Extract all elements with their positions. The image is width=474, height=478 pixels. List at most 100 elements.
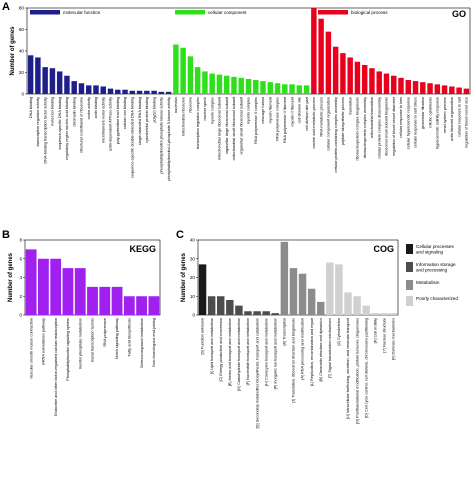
kegg-bar — [136, 296, 147, 315]
cog-category-label: [Q] Secondary metabolites biosynthesis, … — [255, 318, 259, 428]
go-bar — [289, 84, 295, 94]
cog-category-label: [D] Cell cycle control, cell division, c… — [364, 318, 368, 418]
kegg-bar — [38, 258, 49, 315]
go-legend-label: biological process — [351, 10, 388, 15]
go-category-label: chromatin binding — [72, 97, 76, 127]
go-category-label: cell division site — [298, 97, 302, 123]
cog-bar — [326, 262, 334, 315]
go-bar — [282, 84, 288, 94]
cog-bar — [217, 296, 225, 315]
cog-legend-label: Poorly characterized — [416, 296, 458, 301]
go-bar — [100, 86, 106, 94]
cog-legend-swatch — [406, 244, 413, 254]
go-bar — [253, 80, 259, 94]
go-category-label: cellular protein complex disassembly — [377, 97, 381, 159]
go-bar — [332, 46, 339, 94]
go-category-label: translation — [348, 97, 352, 115]
go-category-label: ribonucleoprotein complex biogenesis — [356, 97, 360, 161]
go-bar — [180, 47, 186, 94]
go-category-label: poly(U) binding — [152, 97, 156, 123]
cog-category-label: [T] Signal transduction mechanisms — [328, 318, 332, 378]
cog-bar — [207, 296, 216, 315]
go-bar — [107, 88, 114, 94]
go-bar — [158, 91, 165, 94]
go-category-label: sequence-specific DNA binding — [58, 97, 62, 150]
go-category-label: RNA polymerase II complex — [254, 97, 258, 144]
go-category-label: poly-pyrimidine tract binding — [116, 97, 120, 144]
cog-ytick-label: 40 — [190, 238, 196, 243]
go-bar — [86, 85, 92, 94]
cog-bar — [389, 313, 398, 315]
go-bar — [194, 67, 201, 94]
go-bar — [231, 76, 237, 94]
kegg-bar — [50, 258, 62, 315]
cog-bar — [353, 296, 361, 315]
kegg-category-label: Phosphatidylinositol signaling system — [66, 318, 70, 381]
cog-category-label: [C] Energy production and conversion — [219, 318, 223, 382]
cog-bar — [198, 264, 207, 315]
cog-category-label: [E] Amino acid transport and metabolism — [228, 318, 232, 386]
go-category-label: cytoskeletal protein binding — [145, 97, 149, 143]
kegg-ytick-label: 8 — [19, 238, 22, 243]
go-bar — [27, 55, 34, 94]
cog-category-label: [S] Function unknown — [201, 318, 205, 355]
cog-category-label: [I] Lipid transport and metabolism — [210, 318, 214, 374]
go-category-label: myosin complex — [247, 97, 251, 124]
go-legend-label: cellular component — [208, 10, 247, 15]
go-category-label: ribosomal small subunit biogenesis — [385, 97, 389, 156]
go-bar — [311, 8, 317, 94]
kegg-category-label: Notch signaling pathway — [115, 318, 119, 359]
go-ytick-label: 80 — [19, 6, 25, 11]
go-category-label: cellular response to salt stress — [414, 97, 418, 148]
go-category-label: transcription regulator complex — [196, 97, 200, 149]
kegg-bar — [87, 286, 98, 315]
go-bar — [463, 88, 470, 94]
go-category-label: phosphatidylinositol phosphate kinase ac… — [160, 97, 164, 174]
kegg-chart: 0 2 4 6 8 Number of genes Vascular smooth musc… — [8, 238, 161, 416]
kegg-bar — [74, 268, 86, 315]
go-bar — [202, 71, 208, 94]
go-bar — [369, 68, 375, 94]
kegg-bar — [123, 296, 135, 315]
go-category-label: RNA polymerase complex — [276, 97, 280, 141]
cog-category-label: [A] RNA processing and modification — [301, 318, 305, 380]
kegg-category-label: mRNA surveillance pathway — [42, 318, 46, 365]
go-category-label: cellular component organization — [327, 97, 331, 151]
go-category-label: regulation of blood vessel size — [465, 97, 469, 148]
cog-bar — [307, 288, 316, 315]
go-category-label: ribosome — [189, 97, 193, 113]
go-category-label: cellular response to ions — [399, 97, 403, 138]
go-bar — [209, 73, 215, 94]
cog-category-label: [L] Replication, recombination and repai… — [310, 317, 314, 386]
go-category-label: motor activity — [87, 97, 91, 119]
go-bar — [260, 81, 266, 94]
go-bar — [49, 68, 56, 94]
go-category-label: cellular protein-containing complex asse… — [334, 97, 338, 173]
go-legend-label: molecular function — [63, 10, 101, 15]
go-legend-swatch — [175, 10, 205, 15]
go-bar — [35, 57, 41, 94]
go-category-label: nucleic acid metabolic process — [312, 97, 316, 149]
cog-bar — [344, 292, 352, 315]
go-bar — [71, 81, 77, 94]
cog-ytick-label: 30 — [190, 256, 196, 261]
kegg-category-label: Inositol phosphate metabolism — [78, 318, 82, 369]
go-bar — [449, 86, 455, 94]
kegg-bar — [62, 268, 74, 315]
go-bar — [347, 57, 353, 94]
cog-ytick-label: 20 — [190, 275, 196, 280]
kegg-category-label: Non-homologous end-joining — [152, 318, 156, 367]
cog-category-label: [N] Cell motility — [373, 318, 377, 343]
panel-b-letter: B — [2, 229, 10, 241]
go-bar — [383, 73, 390, 94]
go-bar — [144, 90, 150, 94]
cog-bar — [253, 311, 261, 315]
kegg-bar — [99, 286, 111, 315]
go-bar — [115, 89, 121, 94]
go-category-label: mitochondrial small ribosomal subunit — [232, 96, 236, 160]
go-bar — [340, 53, 346, 94]
go-bar — [173, 44, 179, 94]
go-category-label: cell division site part — [305, 96, 309, 131]
go-bar — [165, 91, 172, 94]
go-bar — [136, 90, 143, 94]
